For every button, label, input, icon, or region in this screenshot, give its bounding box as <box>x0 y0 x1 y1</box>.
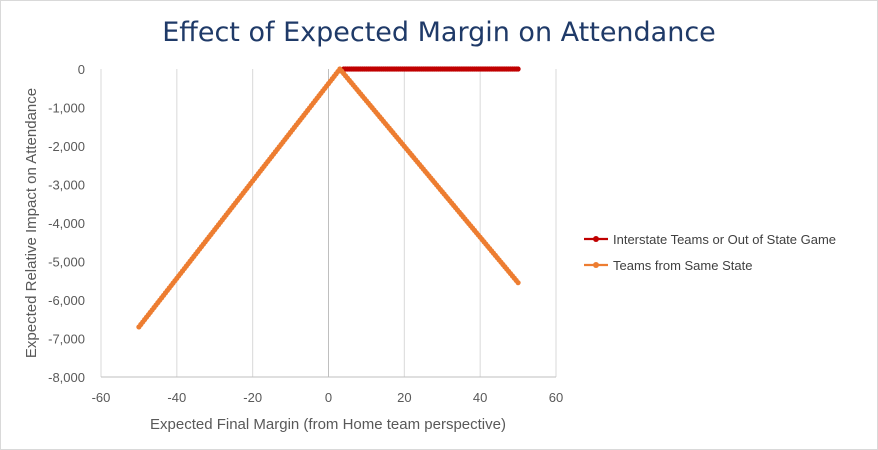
chart-title: Effect of Expected Margin on Attendance <box>162 17 716 48</box>
series-same-state <box>136 66 521 330</box>
y-tick-labels: 0 -1,000 -2,000 -3,000 -4,000 -5,000 -6,000 -7,… <box>48 62 85 385</box>
y-tick-label: 0 <box>78 62 85 77</box>
y-tick-label: -8,000 <box>48 370 85 385</box>
axes <box>101 69 556 378</box>
legend-swatch-marker <box>593 262 599 268</box>
y-axis-label: Expected Relative Impact on Attendance <box>23 88 40 358</box>
y-tick-label: -4,000 <box>48 216 85 231</box>
x-tick-label: -60 <box>92 390 111 405</box>
x-tick-label: -40 <box>167 390 186 405</box>
y-tick-label: -3,000 <box>48 178 85 193</box>
y-tick-label: -5,000 <box>48 255 85 270</box>
x-tick-labels: -60 -40 -20 0 20 40 60 <box>92 390 564 405</box>
series <box>136 66 521 330</box>
data-point <box>515 66 521 72</box>
legend-item: Interstate Teams or Out of State Game <box>584 232 836 247</box>
y-tick-label: -6,000 <box>48 293 85 308</box>
x-tick-label: 20 <box>397 390 411 405</box>
y-tick-label: -1,000 <box>48 101 85 116</box>
legend-label: Teams from Same State <box>613 258 752 273</box>
y-tick-label: -2,000 <box>48 139 85 154</box>
legend: Interstate Teams or Out of State Game Tea… <box>584 232 836 273</box>
data-point <box>515 280 521 286</box>
x-tick-label: 40 <box>473 390 487 405</box>
x-tick-label: -20 <box>243 390 262 405</box>
x-axis-label: Expected Final Margin (from Home team pe… <box>150 416 506 433</box>
x-tick-label: 60 <box>549 390 563 405</box>
y-tick-label: -7,000 <box>48 332 85 347</box>
legend-item: Teams from Same State <box>584 258 752 273</box>
series-interstate <box>341 66 521 72</box>
gridlines <box>100 69 557 377</box>
x-tick-label: 0 <box>325 390 332 405</box>
legend-label: Interstate Teams or Out of State Game <box>613 232 836 247</box>
legend-swatch-marker <box>593 236 599 242</box>
